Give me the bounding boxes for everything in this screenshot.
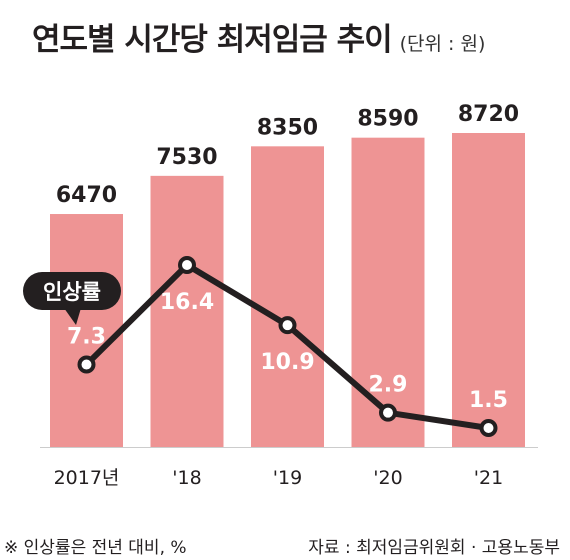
bar-value-label-1: 7530 bbox=[156, 145, 217, 170]
category-label-0: 2017년 bbox=[54, 467, 120, 489]
bar-value-label-3: 8590 bbox=[357, 107, 418, 132]
source-note: 자료 : 최저임금위원회 · 고용노동부 bbox=[308, 538, 560, 558]
rate-marker-1 bbox=[178, 256, 196, 274]
rate-value-label-4: 1.5 bbox=[469, 388, 508, 413]
bar-4 bbox=[452, 133, 525, 447]
rate-value-label-1: 16.4 bbox=[160, 290, 214, 315]
rate-value-label-0: 7.3 bbox=[67, 325, 106, 350]
bar-2 bbox=[251, 146, 324, 447]
bar-0 bbox=[50, 214, 123, 447]
callout-pointer bbox=[64, 308, 81, 325]
chart-title: 연도별 시간당 최저임금 추이 bbox=[32, 22, 393, 58]
callout-bubble bbox=[23, 272, 121, 310]
footnote: ※ 인상률은 전년 대비, % bbox=[4, 538, 187, 558]
category-label-4: '21 bbox=[474, 467, 503, 489]
title-row: 연도별 시간당 최저임금 추이 (단위 : 원) bbox=[32, 14, 485, 59]
bar-1 bbox=[150, 175, 224, 447]
bar-value-label-4: 8720 bbox=[458, 102, 519, 127]
unit-label: (단위 : 원) bbox=[399, 33, 486, 55]
rate-marker-2 bbox=[278, 316, 297, 335]
category-label-3: '20 bbox=[373, 467, 402, 489]
bar-value-label-0: 6470 bbox=[56, 183, 117, 208]
rate-marker-3 bbox=[379, 403, 397, 422]
bar-value-label-2: 8350 bbox=[257, 115, 318, 140]
callout-label: 인상률 bbox=[43, 280, 101, 304]
rate-value-label-3: 2.9 bbox=[369, 373, 408, 398]
rate-marker-4 bbox=[479, 419, 498, 437]
rate-value-label-2: 10.9 bbox=[260, 350, 314, 375]
rate-marker-0 bbox=[77, 355, 96, 374]
bar-3 bbox=[351, 137, 425, 447]
category-label-1: '18 bbox=[172, 467, 201, 489]
category-label-2: '19 bbox=[273, 467, 302, 489]
